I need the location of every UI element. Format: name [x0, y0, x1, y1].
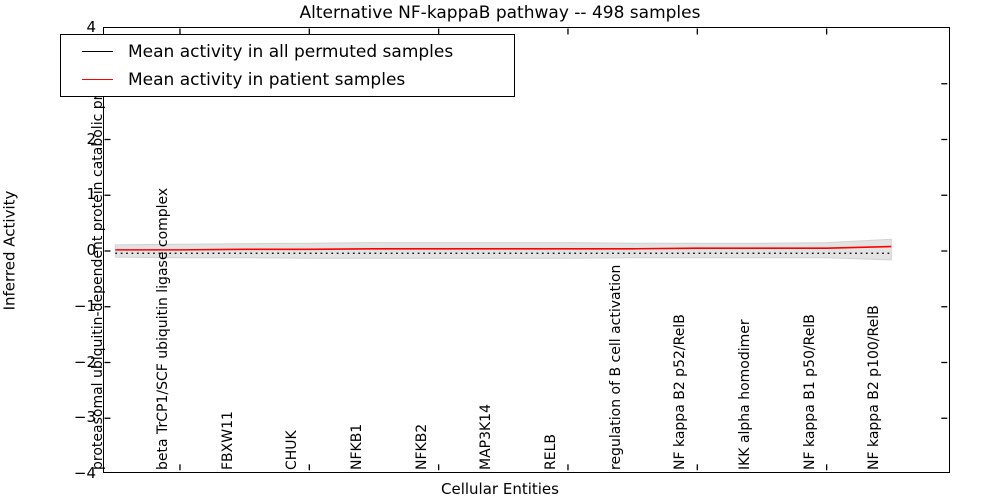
legend: Mean activity in all permuted samples Mea… — [60, 34, 515, 97]
x-category-label: MAP3K14 — [478, 403, 495, 470]
x-category-label: proteasomal ubiquitin-dependent protein … — [90, 94, 107, 470]
x-category-label: beta TrCP1/SCF ubiquitin ligase complex — [154, 187, 171, 470]
x-category-label: CHUK — [284, 430, 301, 470]
y-tick-label: −3 — [73, 408, 96, 427]
legend-line-sample-icon — [82, 51, 113, 52]
y-axis-label: Inferred Activity — [0, 190, 19, 311]
legend-line-sample-icon — [82, 79, 113, 80]
x-category-label: RELB — [542, 434, 559, 470]
patient-mean-line — [115, 245, 892, 251]
x-category-label: IKK alpha homodimer — [736, 319, 753, 470]
x-category-label: NF kappa B2 p100/RelB — [866, 305, 883, 470]
x-category-label: NFKB1 — [348, 423, 365, 470]
legend-entry-label: Mean activity in all permuted samples — [128, 41, 454, 62]
x-axis-label: Cellular Entities — [441, 480, 559, 498]
y-tick-label: 2 — [86, 129, 96, 148]
x-category-label: NFKB2 — [413, 423, 430, 470]
x-category-label: FBXW11 — [219, 411, 236, 470]
legend-entry: Mean activity in patient samples — [82, 69, 514, 91]
x-category-label: NF kappa B1 p50/RelB — [801, 314, 818, 470]
x-category-label: regulation of B cell activation — [607, 264, 624, 470]
plot-area — [103, 27, 950, 473]
shaded-band — [114, 238, 892, 261]
legend-entry-label: Mean activity in patient samples — [128, 69, 406, 90]
y-tick-label: 0 — [86, 241, 96, 259]
y-tick-label: 4 — [86, 18, 96, 36]
x-category-label: NF kappa B2 p52/RelB — [672, 314, 689, 470]
chart-title: Alternative NF-kappaB pathway -- 498 sam… — [299, 3, 701, 23]
y-tick-label: 1 — [86, 185, 96, 204]
y-tick-label: −2 — [73, 352, 96, 371]
y-tick-label: −1 — [73, 296, 96, 315]
y-tick-label: −4 — [73, 464, 96, 482]
plot-canvas — [104, 28, 948, 471]
legend-entry: Mean activity in all permuted samples — [82, 41, 514, 63]
